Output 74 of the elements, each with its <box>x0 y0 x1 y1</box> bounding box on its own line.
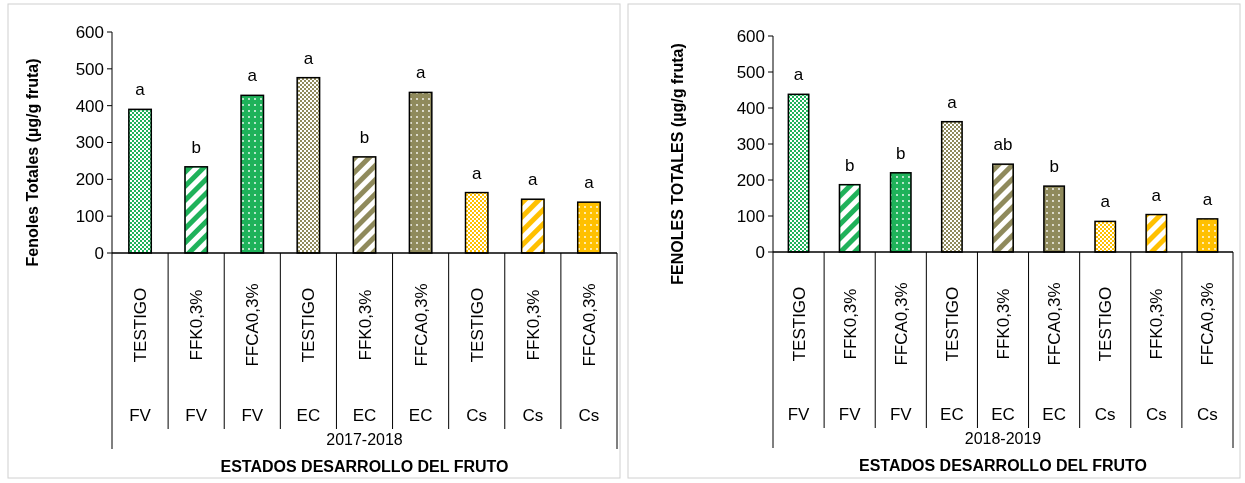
text: EC <box>991 405 1015 424</box>
y-tick-label: 100 <box>75 207 104 227</box>
x-tick-label: TESTIGO <box>131 287 151 363</box>
text: 2018-2019 <box>964 430 1042 447</box>
text: FV <box>185 406 208 425</box>
x-tick-label: FFCA0,3% <box>891 282 911 366</box>
text: Cs <box>1094 405 1116 424</box>
y-tick-label: 100 <box>736 206 765 226</box>
y-tick-label: 400 <box>736 98 765 118</box>
text: Cs <box>466 406 488 425</box>
data-label: b <box>896 143 906 163</box>
text: FV <box>787 405 811 424</box>
y-tick-label: 300 <box>75 133 104 153</box>
x-tick-label: FFK0,3% <box>523 289 543 361</box>
y-tick-label: 600 <box>75 22 104 42</box>
text: FV <box>241 406 264 425</box>
data-label: a <box>1202 189 1213 209</box>
x-tick-label: TESTIGO <box>789 286 809 362</box>
x-tick-label: FFK0,3% <box>994 288 1013 360</box>
text: EC <box>296 406 321 425</box>
y-tick-label: 0 <box>94 243 104 263</box>
x-tick-label: FFCA0,3% <box>1198 282 1218 366</box>
data-label: a <box>947 92 958 112</box>
text: EC <box>1042 405 1066 424</box>
x-tick-label: TESTIGO <box>299 287 319 363</box>
data-label: b <box>191 137 201 157</box>
x-axis-title: ESTADOS DESARROLLO DEL FRUTO <box>220 458 509 475</box>
text: Cs <box>578 406 600 425</box>
text: Cs <box>1197 405 1218 424</box>
text: Cs <box>522 406 544 425</box>
y-tick-label: 200 <box>75 170 104 190</box>
y-axis-title: Fenoles Totales (µg/g fruta) <box>24 58 41 267</box>
y-tick-label: 500 <box>736 62 765 82</box>
text: 2017-2018 <box>326 431 403 448</box>
data-label: a <box>471 163 482 183</box>
x-tick-label: FFK0,3% <box>1147 288 1167 360</box>
y-tick-label: 200 <box>736 170 765 190</box>
y-tick-label: 600 <box>736 26 765 46</box>
x-tick-label: FFCA0,3% <box>411 283 431 367</box>
x-tick-label: TESTIGO <box>942 286 962 362</box>
data-label: a <box>1100 192 1111 212</box>
text: EC <box>352 406 377 425</box>
y-axis-title: FENOLES TOTALES (µg/g fruta) <box>669 43 686 285</box>
x-tick-label: FFCA0,3% <box>243 283 263 367</box>
data-label: a <box>247 66 258 86</box>
data-label: a <box>1151 185 1162 205</box>
data-label: a <box>793 65 804 85</box>
data-label: a <box>528 170 539 190</box>
y-tick-label: 400 <box>75 96 104 116</box>
data-label: a <box>135 80 146 100</box>
y-tick-label: 500 <box>75 59 104 79</box>
text: EC <box>940 405 964 424</box>
data-label: a <box>584 173 595 193</box>
data-label: b <box>844 155 855 175</box>
y-tick-label: 300 <box>736 134 765 154</box>
text: EC <box>408 406 433 425</box>
x-tick-label: FFK0,3% <box>355 289 375 361</box>
x-tick-label: TESTIGO <box>467 287 487 363</box>
x-tick-label: TESTIGO <box>1096 286 1116 362</box>
text: FV <box>889 405 913 424</box>
x-tick-label: FFCA0,3% <box>579 283 599 367</box>
x-axis-title: ESTADOS DESARROLLO DEL FRUTO <box>858 457 1148 474</box>
data-label: a <box>415 63 426 83</box>
x-tick-label: FFK0,3% <box>840 288 860 360</box>
y-tick-label: 0 <box>755 242 765 262</box>
data-label: a <box>303 48 314 68</box>
data-label: b <box>1049 157 1059 177</box>
data-label: b <box>359 127 370 147</box>
text: FV <box>838 405 862 424</box>
x-tick-label: FFK0,3% <box>187 289 207 361</box>
text: FV <box>129 406 152 425</box>
text: Cs <box>1145 405 1167 424</box>
data-label: ab <box>993 135 1013 155</box>
x-tick-label: FFCA0,3% <box>1045 282 1065 366</box>
